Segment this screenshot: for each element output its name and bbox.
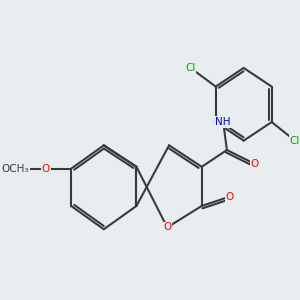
Text: O: O [226, 192, 234, 202]
Text: O: O [42, 164, 50, 174]
Text: NH: NH [215, 117, 231, 127]
Text: Cl: Cl [290, 136, 300, 146]
Text: Cl: Cl [185, 63, 196, 73]
Text: OCH₃: OCH₃ [2, 164, 29, 174]
Text: O: O [163, 222, 171, 233]
Text: O: O [251, 159, 259, 169]
